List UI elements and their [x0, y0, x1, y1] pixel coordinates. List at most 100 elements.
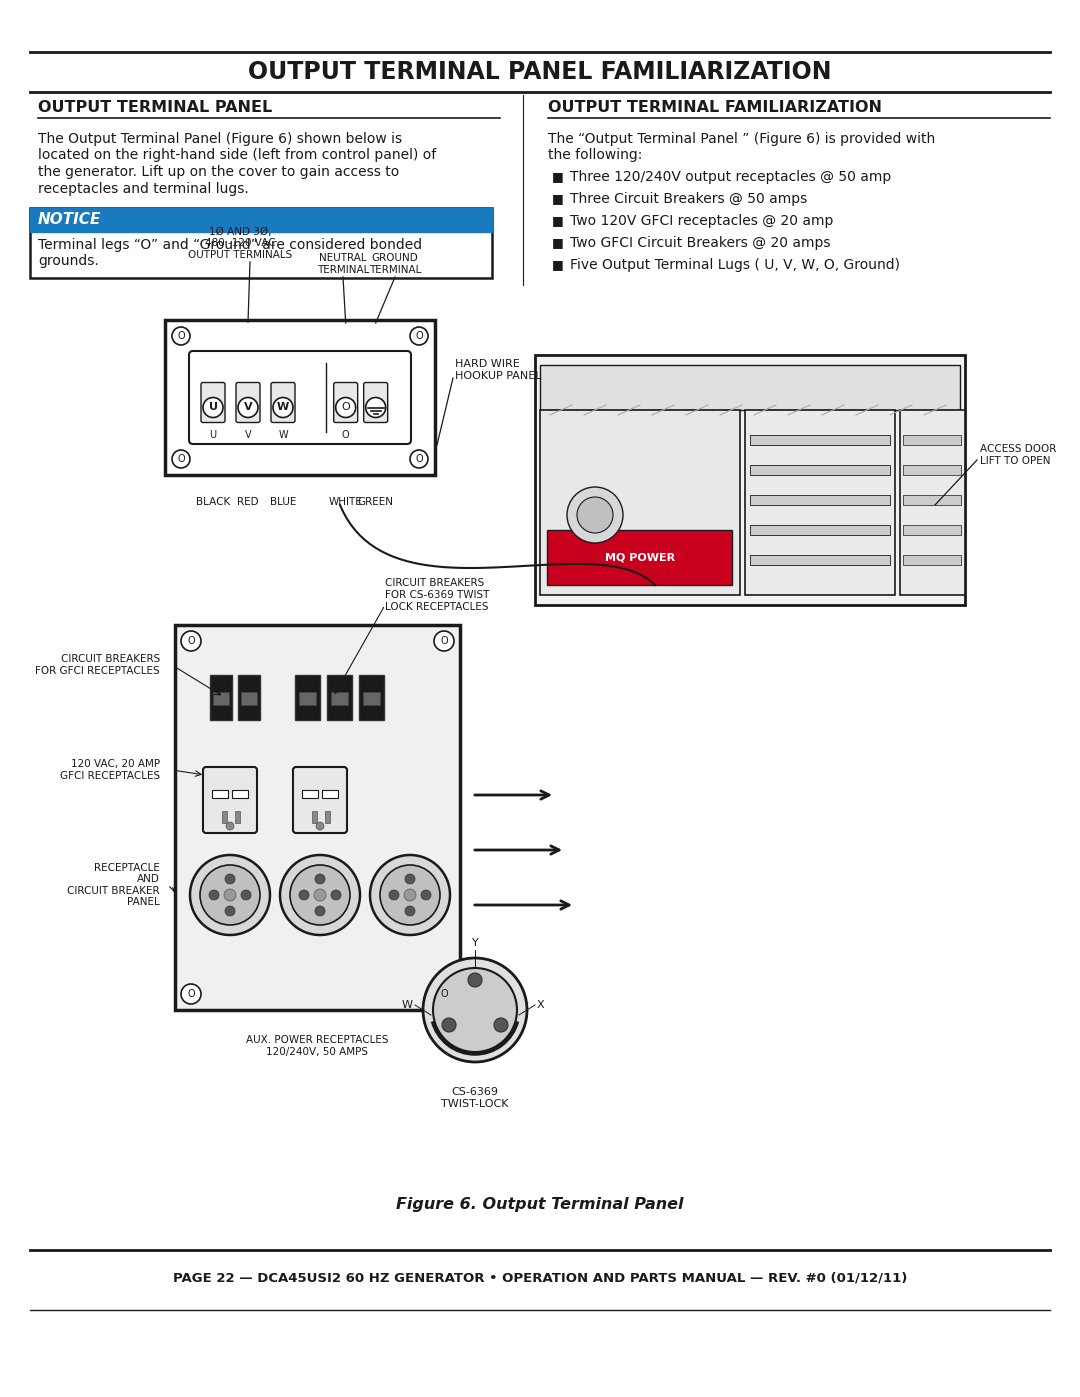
FancyBboxPatch shape: [203, 767, 257, 833]
Circle shape: [181, 983, 201, 1004]
Bar: [299, 692, 316, 705]
Circle shape: [225, 875, 235, 884]
Text: O: O: [441, 636, 448, 645]
Text: ■: ■: [552, 191, 564, 205]
Text: 1Ø AND 3Ø,
480 -120 VAC
OUTPUT TERMINALS: 1Ø AND 3Ø, 480 -120 VAC OUTPUT TERMINALS: [188, 226, 292, 260]
Text: CIRCUIT BREAKERS
FOR GFCI RECEPTACLES: CIRCUIT BREAKERS FOR GFCI RECEPTACLES: [36, 654, 160, 676]
Bar: [750, 495, 890, 504]
Bar: [903, 434, 961, 446]
Bar: [327, 675, 352, 719]
Circle shape: [380, 865, 440, 925]
Bar: [903, 525, 961, 535]
Text: OUTPUT TERMINAL PANEL: OUTPUT TERMINAL PANEL: [38, 101, 272, 116]
Text: ACCESS DOOR
LIFT TO OPEN: ACCESS DOOR LIFT TO OPEN: [980, 444, 1056, 465]
FancyBboxPatch shape: [293, 767, 347, 833]
Bar: [241, 692, 257, 705]
Text: Y: Y: [472, 937, 478, 949]
Circle shape: [366, 398, 386, 418]
Circle shape: [410, 450, 428, 468]
Text: OUTPUT TERMINAL FAMILIARIZATION: OUTPUT TERMINAL FAMILIARIZATION: [548, 101, 882, 116]
Bar: [363, 692, 380, 705]
Circle shape: [181, 631, 201, 651]
Circle shape: [172, 450, 190, 468]
Bar: [175, 624, 460, 1010]
Text: Figure 6. Output Terminal Panel: Figure 6. Output Terminal Panel: [396, 1197, 684, 1213]
Bar: [312, 812, 318, 823]
Text: located on the right-hand side (left from control panel) of: located on the right-hand side (left fro…: [38, 148, 436, 162]
Text: HARD WIRE
HOOKUP PANEL: HARD WIRE HOOKUP PANEL: [455, 359, 541, 381]
Bar: [900, 409, 966, 595]
Circle shape: [410, 327, 428, 345]
Text: the generator. Lift up on the cover to gain access to: the generator. Lift up on the cover to g…: [38, 165, 400, 179]
Text: receptacles and terminal lugs.: receptacles and terminal lugs.: [38, 182, 248, 196]
Text: O: O: [187, 989, 194, 999]
Text: GREEN: GREEN: [357, 497, 394, 507]
Circle shape: [336, 398, 355, 418]
Circle shape: [200, 865, 260, 925]
FancyBboxPatch shape: [189, 351, 411, 444]
Text: the following:: the following:: [548, 148, 643, 162]
Text: NEUTRAL
TERMINAL: NEUTRAL TERMINAL: [316, 253, 369, 275]
Circle shape: [577, 497, 613, 534]
Circle shape: [299, 890, 309, 900]
Bar: [546, 529, 732, 585]
Bar: [750, 525, 890, 535]
Text: The “Output Terminal Panel ” (Figure 6) is provided with: The “Output Terminal Panel ” (Figure 6) …: [548, 131, 935, 147]
Bar: [540, 409, 740, 595]
Circle shape: [315, 875, 325, 884]
Bar: [903, 495, 961, 504]
Bar: [210, 675, 232, 719]
Text: grounds.: grounds.: [38, 254, 98, 268]
Bar: [750, 555, 890, 564]
Circle shape: [314, 888, 326, 901]
Text: W: W: [276, 402, 289, 412]
Circle shape: [224, 888, 237, 901]
Text: Two GFCI Circuit Breakers @ 20 amps: Two GFCI Circuit Breakers @ 20 amps: [570, 236, 831, 250]
Text: GROUND
TERMINAL: GROUND TERMINAL: [368, 253, 421, 275]
Circle shape: [280, 855, 360, 935]
Text: O: O: [441, 989, 448, 999]
Circle shape: [421, 890, 431, 900]
Bar: [213, 692, 229, 705]
Text: O: O: [177, 331, 185, 341]
Text: Terminal legs “O” and “Ground” are considered bonded: Terminal legs “O” and “Ground” are consi…: [38, 237, 422, 251]
Text: BLUE: BLUE: [270, 497, 296, 507]
Circle shape: [315, 907, 325, 916]
Text: V: V: [244, 402, 253, 412]
FancyBboxPatch shape: [364, 383, 388, 422]
Text: O: O: [415, 331, 422, 341]
Bar: [30, 208, 492, 232]
Circle shape: [468, 972, 482, 988]
Circle shape: [291, 865, 350, 925]
Text: V: V: [245, 429, 252, 440]
Text: AUX. POWER RECEPTACLES
120/240V, 50 AMPS: AUX. POWER RECEPTACLES 120/240V, 50 AMPS: [246, 1035, 388, 1056]
Bar: [330, 692, 348, 705]
Text: BLACK: BLACK: [195, 497, 230, 507]
Text: PAGE 22 — DCA45USI2 60 HZ GENERATOR • OPERATION AND PARTS MANUAL — REV. #0 (01/1: PAGE 22 — DCA45USI2 60 HZ GENERATOR • OP…: [173, 1271, 907, 1284]
Circle shape: [433, 968, 517, 1052]
Bar: [165, 320, 435, 475]
Bar: [750, 465, 890, 475]
Circle shape: [567, 488, 623, 543]
Circle shape: [238, 398, 258, 418]
Text: O: O: [177, 454, 185, 464]
Text: W: W: [402, 1000, 413, 1010]
Bar: [222, 812, 227, 823]
Bar: [302, 789, 318, 798]
Text: ■: ■: [552, 236, 564, 249]
Text: ■: ■: [552, 258, 564, 271]
FancyBboxPatch shape: [201, 383, 225, 422]
Bar: [212, 789, 228, 798]
Circle shape: [241, 890, 251, 900]
Text: O: O: [341, 402, 350, 412]
Text: RECEPTACLE
AND
CIRCUIT BREAKER
PANEL: RECEPTACLE AND CIRCUIT BREAKER PANEL: [67, 862, 160, 908]
Text: O: O: [415, 454, 422, 464]
Bar: [359, 675, 384, 719]
Circle shape: [434, 983, 454, 1004]
Circle shape: [203, 398, 222, 418]
Bar: [235, 812, 240, 823]
Circle shape: [405, 907, 415, 916]
Bar: [232, 789, 248, 798]
Circle shape: [226, 821, 234, 830]
Text: ■: ■: [552, 170, 564, 183]
